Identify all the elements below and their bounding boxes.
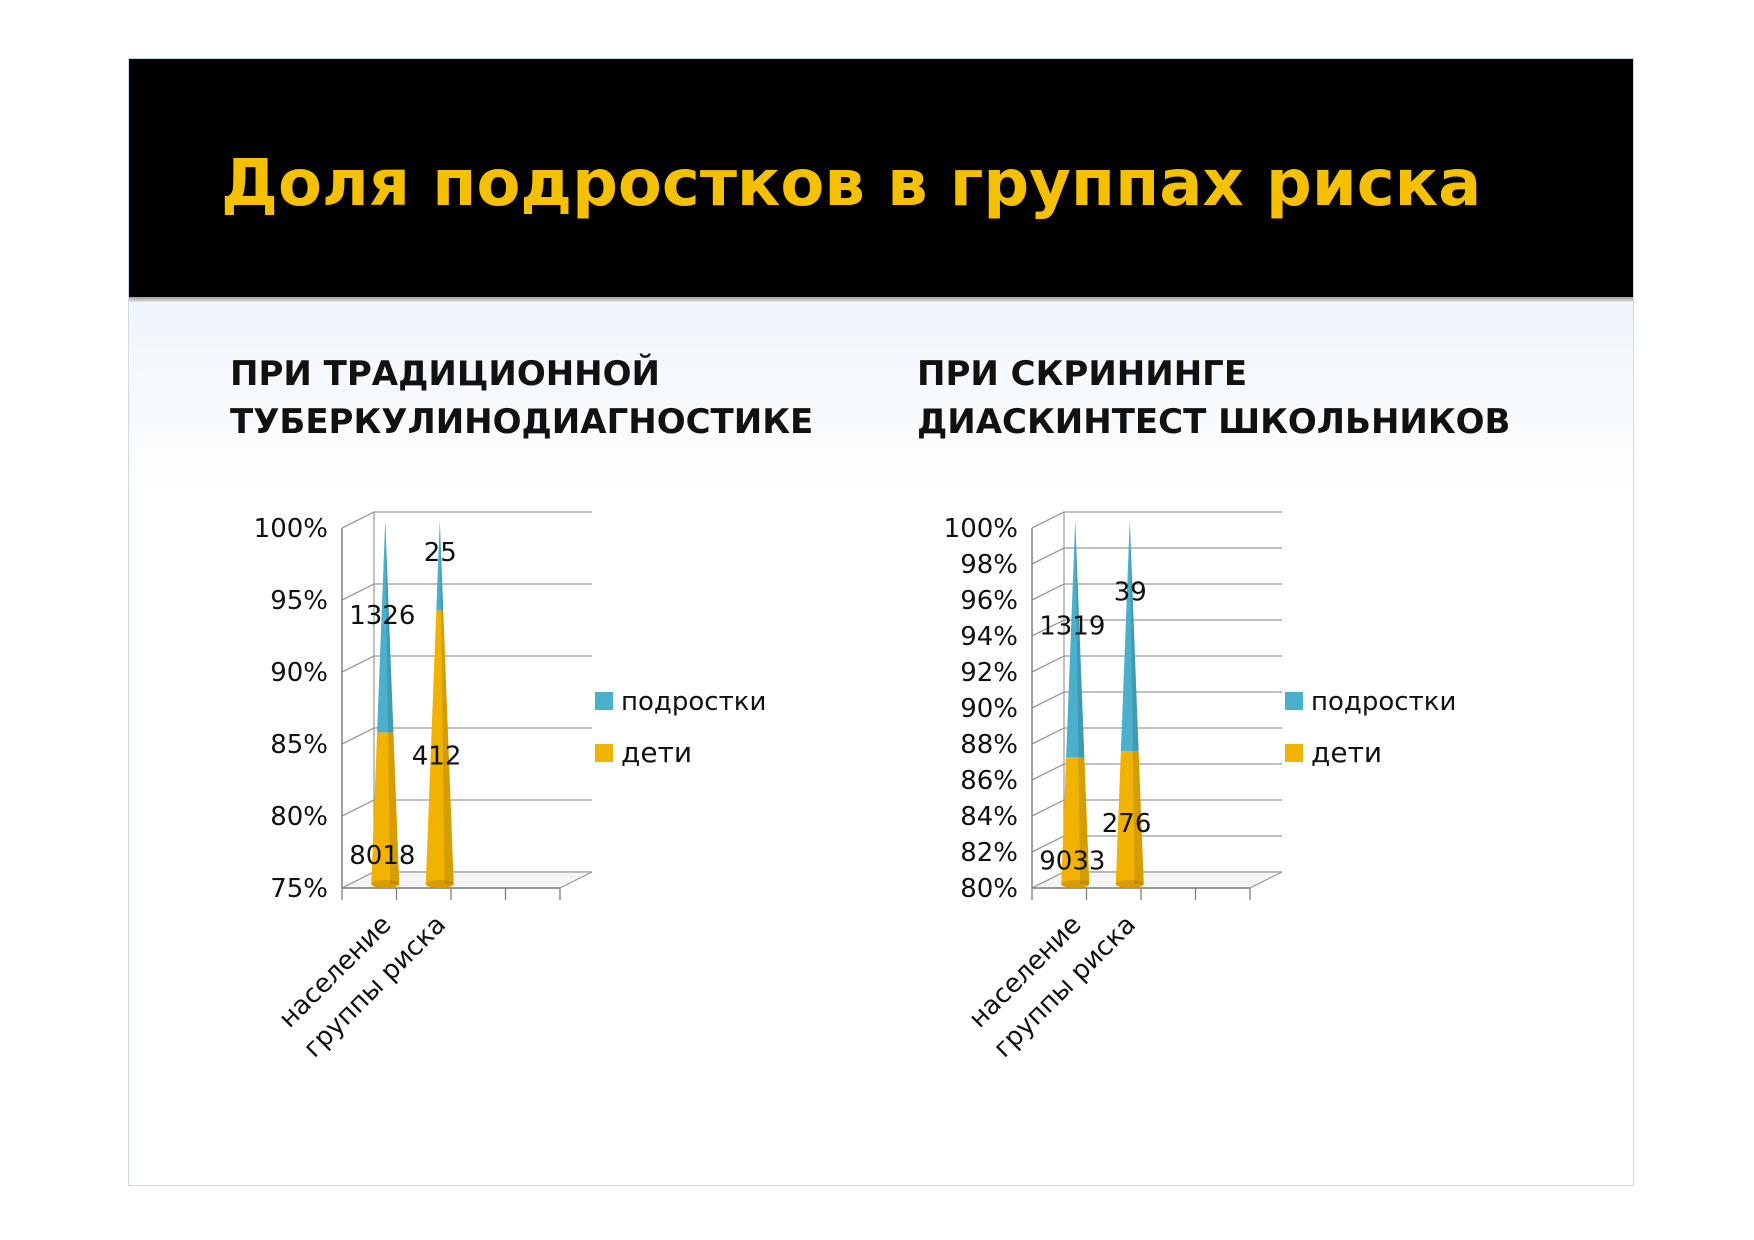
y-tick-label: 82% <box>960 838 1018 868</box>
data-label-deti: 276 <box>1102 809 1152 839</box>
legend-label-podrostki: подростки <box>621 687 766 717</box>
bar-segment-deti <box>1061 757 1090 884</box>
chart-heading-left-line2: ТУБЕРКУЛИНОДИАГНОСТИКЕ <box>230 402 814 442</box>
bar-segment-podrostki <box>1066 520 1085 758</box>
bar-base <box>1061 880 1090 888</box>
data-label-podrostki: 25 <box>424 538 457 568</box>
legend-label-podrostki: подростки <box>1311 687 1456 717</box>
y-tick-label: 90% <box>270 658 328 688</box>
chart-heading-left: ПРИ ТРАДИЦИОННОЙ ТУБЕРКУЛИНОДИАГНОСТИКЕ <box>230 350 813 446</box>
bar-base <box>425 880 454 888</box>
bar-segment-podrostki <box>377 520 394 733</box>
plot-area <box>342 512 592 888</box>
bar-segment-podrostki <box>1120 520 1139 751</box>
bar-segment-deti <box>371 732 400 884</box>
legend-swatch-deti <box>595 744 613 762</box>
y-tick-label: 95% <box>270 586 328 616</box>
legend-swatch-podrostki <box>1285 692 1303 710</box>
data-label-podrostki: 1326 <box>349 601 415 631</box>
bar-segment-deti <box>1115 750 1144 884</box>
legend-swatch-deti <box>1285 744 1303 762</box>
y-tick-label: 92% <box>960 658 1018 688</box>
chart-heading-right-line2: ДИАСКИНТЕСТ ШКОЛЬНИКОВ <box>917 402 1511 442</box>
title-bar: Доля подростков в группах риска <box>129 59 1633 302</box>
bar-shade <box>385 520 400 884</box>
bar-shade <box>1075 520 1090 884</box>
legend-label-deti: дети <box>1311 736 1382 769</box>
slide-title: Доля подростков в группах риска <box>221 147 1482 221</box>
bar-shade <box>439 520 454 884</box>
y-tick-label: 84% <box>960 802 1018 832</box>
chart-traditional: 75%80%85%90%95%100%80181326население4122… <box>254 511 766 1064</box>
y-tick-label: 98% <box>960 550 1018 580</box>
bar-base <box>1115 880 1144 888</box>
legend-label-deti: дети <box>621 736 692 769</box>
data-label-podrostki: 39 <box>1114 577 1147 607</box>
y-tick-label: 96% <box>960 586 1018 616</box>
data-label-deti: 9033 <box>1039 846 1105 876</box>
chart-heading-left-line1: ПРИ ТРАДИЦИОННОЙ <box>230 354 660 394</box>
y-tick-label: 80% <box>270 802 328 832</box>
bar-shade <box>1129 520 1144 884</box>
chart-heading-right-line1: ПРИ СКРИНИНГЕ <box>917 354 1248 394</box>
y-tick-label: 100% <box>254 514 328 544</box>
bar-segment-deti <box>425 610 454 884</box>
y-tick-label: 90% <box>960 694 1018 724</box>
plot-area <box>1032 512 1282 888</box>
chart-heading-right: ПРИ СКРИНИНГЕ ДИАСКИНТЕСТ ШКОЛЬНИКОВ <box>917 350 1510 446</box>
data-label-deti: 412 <box>412 742 462 772</box>
data-label-podrostki: 1319 <box>1039 611 1105 641</box>
chart-screening: 80% 82% 84% 86% 88% 90% 92% 94% 96% 98% 100% 9033 13… <box>944 511 1456 1064</box>
y-tick-label: 100% <box>944 514 1018 544</box>
y-tick-label: 94% <box>960 622 1018 652</box>
data-label-deti: 8018 <box>349 841 415 871</box>
y-tick-label: 80% <box>960 874 1018 904</box>
bar-base <box>371 880 400 888</box>
y-tick-label: 75% <box>270 874 328 904</box>
y-tick-label: 88% <box>960 730 1018 760</box>
y-tick-label: 86% <box>960 766 1018 796</box>
y-tick-label: 85% <box>270 730 328 760</box>
legend-swatch-podrostki <box>595 692 613 710</box>
bar-segment-podrostki <box>436 520 444 611</box>
